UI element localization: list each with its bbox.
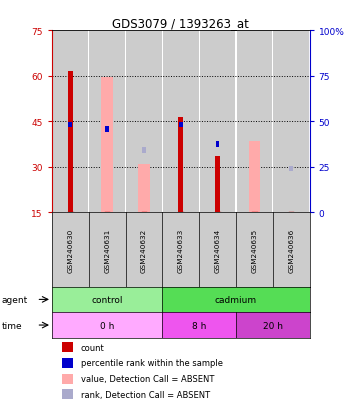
- Bar: [105, 127, 109, 132]
- Bar: [200, 31, 236, 213]
- Text: 8 h: 8 h: [192, 321, 207, 330]
- Bar: [216, 142, 219, 147]
- Text: GSM240633: GSM240633: [178, 228, 184, 272]
- Text: GSM240632: GSM240632: [141, 228, 147, 272]
- Bar: [101, 78, 113, 213]
- Bar: [52, 313, 163, 338]
- Text: 0 h: 0 h: [100, 321, 114, 330]
- Text: GSM240630: GSM240630: [67, 228, 73, 272]
- Bar: [126, 31, 162, 213]
- Bar: [68, 72, 73, 213]
- Bar: [215, 157, 220, 213]
- Text: 20 h: 20 h: [263, 321, 283, 330]
- Bar: [289, 166, 293, 172]
- Bar: [142, 148, 146, 154]
- Bar: [89, 31, 125, 213]
- Bar: [62, 374, 73, 384]
- Text: control: control: [91, 295, 123, 304]
- Bar: [163, 31, 199, 213]
- Text: GSM240636: GSM240636: [288, 228, 294, 272]
- Bar: [179, 122, 183, 128]
- Title: GDS3079 / 1393263_at: GDS3079 / 1393263_at: [112, 17, 249, 30]
- Bar: [178, 117, 183, 213]
- Bar: [163, 313, 236, 338]
- Bar: [52, 287, 163, 313]
- Text: GSM240634: GSM240634: [214, 228, 221, 272]
- Text: count: count: [81, 343, 105, 352]
- Bar: [236, 313, 310, 338]
- Text: GSM240635: GSM240635: [251, 228, 257, 272]
- Bar: [248, 142, 260, 213]
- Text: value, Detection Call = ABSENT: value, Detection Call = ABSENT: [81, 374, 214, 383]
- Bar: [62, 358, 73, 368]
- Bar: [237, 31, 272, 213]
- Text: cadmium: cadmium: [215, 295, 257, 304]
- Bar: [62, 342, 73, 352]
- Text: GSM240631: GSM240631: [104, 228, 110, 272]
- Text: percentile rank within the sample: percentile rank within the sample: [81, 358, 223, 368]
- Bar: [68, 122, 72, 128]
- Bar: [138, 164, 150, 213]
- Bar: [62, 389, 73, 399]
- Bar: [163, 287, 310, 313]
- Text: time: time: [2, 321, 23, 330]
- Bar: [53, 31, 88, 213]
- Text: agent: agent: [2, 295, 28, 304]
- Text: rank, Detection Call = ABSENT: rank, Detection Call = ABSENT: [81, 390, 210, 399]
- Bar: [274, 31, 309, 213]
